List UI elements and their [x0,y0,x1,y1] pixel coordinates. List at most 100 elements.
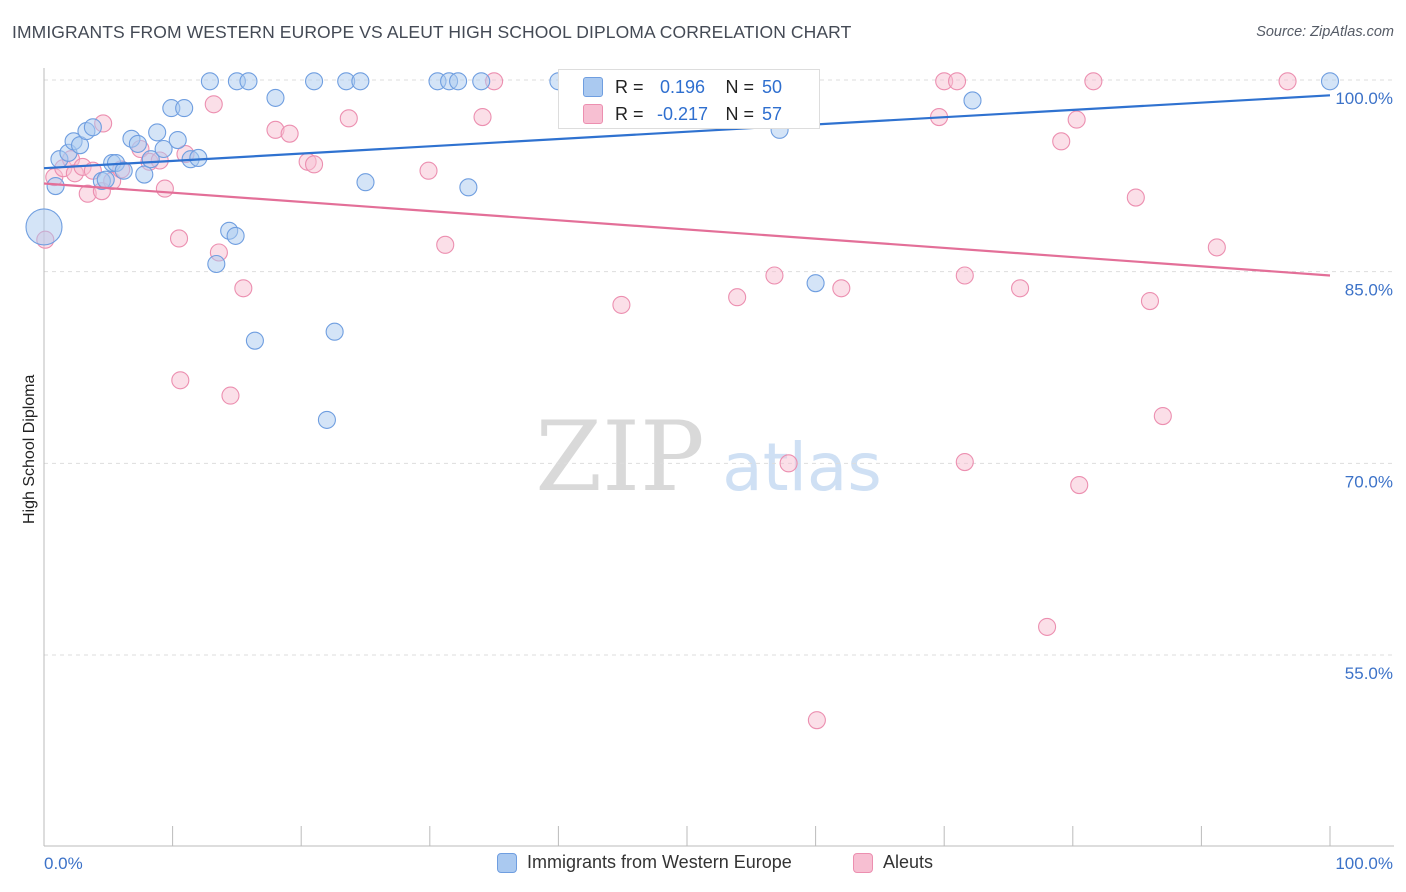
aleuts-point [728,288,747,307]
aleuts-point [1207,238,1226,257]
tick-labels: 100.0% 85.0% 70.0% 55.0% 0.0% 100.0% [44,89,1393,873]
stats-row-western-europe: R = 0.196 N = 50 [583,74,782,100]
legend-item-aleuts[interactable]: Aleuts [853,852,933,873]
western-europe-point [459,178,478,197]
aleuts-point [436,235,455,254]
western-europe-point [351,72,370,91]
watermark-zip: ZIP [535,401,704,513]
aleuts-point [221,386,240,405]
aleuts-point [1067,110,1086,129]
r-label: R = [615,103,644,124]
aleuts-point [948,72,967,91]
y-tick-label: 85.0% [1345,281,1393,300]
aleuts-point [1084,72,1103,91]
aleuts-point [155,179,174,198]
stats-row-aleuts: R = -0.217 N = 57 [583,101,782,127]
aleuts-point [1052,132,1071,151]
western-europe-point [25,208,63,246]
stats-swatch-blue [583,77,603,97]
n-label: N = [725,103,755,124]
western-europe-point [114,161,133,180]
aleuts-point [305,155,324,174]
western-europe-point [128,134,147,153]
western-europe-point [266,88,285,107]
source-label: Source: ZipAtlas.com [1256,24,1394,40]
western-europe-point [141,150,160,169]
x-tick-label: 100.0% [1335,854,1393,873]
western-europe-point [1320,72,1340,91]
western-europe-point [472,72,491,91]
legend-swatch-blue [497,852,517,873]
gridlines [44,79,1394,656]
aleuts-point [765,266,784,285]
chart-title: IMMIGRANTS FROM WESTERN EUROPE VS ALEUT … [12,22,852,42]
n-label: N = [725,76,755,97]
western-europe-point [226,226,245,245]
watermark-atlas: atlas [722,429,882,506]
western-europe-point [449,72,468,91]
trend-lines [43,94,1331,277]
aleuts-point [612,295,631,314]
western-europe-point [245,331,264,350]
western-europe-point [356,173,375,192]
stats-swatch-pink [583,104,603,124]
western-europe-point [135,165,154,184]
western-europe-point [325,322,344,341]
western-europe-point [207,254,226,274]
western-europe-point [96,170,115,189]
axes [43,68,1394,847]
western-europe-point [806,274,825,293]
aleuts-point [1126,188,1145,207]
aleuts-point [955,453,974,472]
stats-box: R = 0.196 N = 50 R = -0.217 N = 57 [558,69,820,129]
aleuts-point [169,229,189,248]
western-europe-point [239,72,258,91]
western-europe-point [46,177,65,196]
western-europe-point [200,72,219,91]
western-europe-point [148,123,167,142]
aleuts-point [1140,292,1160,311]
western-europe-points [25,72,1340,429]
n-value: 57 [762,103,783,124]
aleuts-point [171,371,190,390]
aleuts-point [832,279,851,298]
aleuts-point [1038,617,1057,636]
watermark: ZIP atlas [535,401,881,513]
aleuts-point [339,109,358,128]
aleuts-point [779,454,798,473]
r-value: 0.196 [659,76,706,97]
aleuts-point [1153,407,1172,426]
r-value: -0.217 [656,103,709,124]
aleuts-point [1278,72,1297,91]
y-tick-label: 55.0% [1345,664,1393,683]
legend-label: Immigrants from Western Europe [527,852,792,872]
legend-item-western-europe[interactable]: Immigrants from Western Europe [497,852,792,873]
western-europe-trend-line [43,94,1331,170]
western-europe-point [189,148,208,167]
aleuts-point [955,266,974,285]
western-europe-point [305,72,324,91]
aleuts-point [234,279,253,298]
r-label: R = [615,76,644,97]
western-europe-point [963,91,982,110]
legend-label: Aleuts [883,852,934,872]
y-tick-label: 70.0% [1345,472,1393,491]
western-europe-point [168,131,187,150]
aleuts-point [473,108,492,127]
aleuts-trend-line [43,182,1331,277]
legend: Immigrants from Western Europe Aleuts [0,850,1406,880]
aleuts-point [204,95,223,114]
aleuts-point [807,711,826,730]
aleuts-point [1070,476,1089,495]
legend-swatch-pink [853,852,873,873]
y-tick-label: 100.0% [1335,89,1393,108]
aleuts-point [280,124,299,143]
western-europe-point [154,139,173,159]
x-tick-label: 0.0% [44,854,83,873]
western-europe-point [175,99,194,118]
aleuts-point [1011,279,1030,298]
western-europe-point [317,410,336,429]
aleuts-point [419,161,438,180]
western-europe-point [83,118,102,137]
